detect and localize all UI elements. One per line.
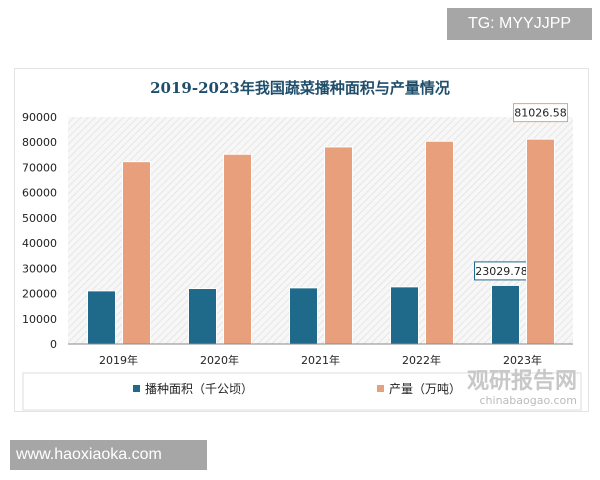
watermark-bottom: www.haoxiaoka.com	[10, 440, 207, 470]
data-label-box	[513, 103, 568, 123]
x-tick-label: 2021年	[301, 353, 340, 367]
x-tick-label: 2023年	[503, 353, 542, 367]
bar-output	[123, 162, 150, 344]
y-tick-label: 10000	[22, 313, 57, 326]
legend-swatch	[377, 385, 384, 392]
y-tick-label: 90000	[22, 111, 57, 124]
bar-area	[492, 285, 519, 344]
bar-area	[88, 291, 115, 344]
x-tick-label: 2022年	[402, 353, 441, 367]
data-label: 23029.78	[475, 265, 528, 278]
legend-label: 播种面积（千公顷）	[145, 382, 253, 396]
bar-area	[290, 288, 317, 344]
bar-area	[189, 289, 216, 344]
y-tick-label: 0	[50, 338, 57, 351]
bar-area	[391, 287, 418, 344]
bar-output	[426, 141, 453, 344]
x-tick-label: 2019年	[99, 353, 138, 367]
x-tick-label: 2020年	[200, 353, 239, 367]
y-tick-label: 50000	[22, 212, 57, 225]
bar-output	[527, 139, 554, 344]
y-tick-label: 60000	[22, 187, 57, 200]
plot-area	[68, 117, 573, 344]
legend-swatch	[133, 385, 140, 392]
watermark-top: TG: MYYJJPP	[447, 8, 592, 40]
y-tick-label: 30000	[22, 262, 57, 275]
logo-cn: 观研报告网	[467, 369, 577, 394]
bar-output	[224, 154, 251, 344]
y-tick-label: 20000	[22, 288, 57, 301]
data-label: 81026.58	[514, 107, 567, 120]
logo-en: chinabaogao.com	[480, 394, 578, 407]
y-tick-label: 70000	[22, 161, 57, 174]
legend-box	[22, 372, 582, 411]
legend-label: 产量（万吨）	[389, 382, 461, 396]
y-tick-label: 80000	[22, 136, 57, 149]
chart-frame	[14, 68, 589, 412]
y-tick-label: 40000	[22, 237, 57, 250]
bar-output	[325, 147, 352, 344]
chart-title: 2019-2023年我国蔬菜播种面积与产量情况	[150, 79, 450, 97]
